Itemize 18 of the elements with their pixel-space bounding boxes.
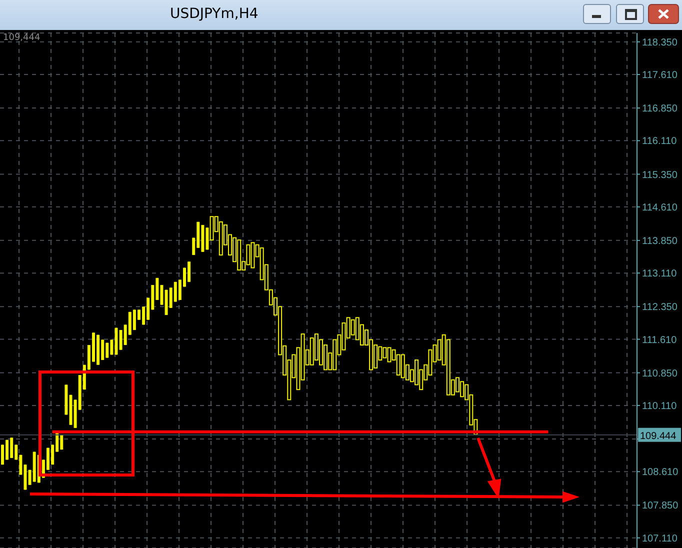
ref-line-label: 109.444 <box>640 430 677 442</box>
annotation: 109,444 <box>3 33 40 43</box>
y-tick-label: 107.110 <box>642 533 678 544</box>
y-tick-label: 117.610 <box>642 70 678 82</box>
y-tick-label: 110.110 <box>642 401 678 412</box>
y-tick-label: 116.850 <box>642 104 678 115</box>
y-tick-label: 108.610 <box>642 467 679 478</box>
y-tick-label: 118.350 <box>642 37 678 48</box>
y-tick-label: 115.350 <box>642 170 678 181</box>
y-tick-label: 107.850 <box>642 500 679 512</box>
y-tick-label: 113.110 <box>642 268 678 280</box>
y-tick-label: 113.850 <box>642 236 678 247</box>
y-tick-label: 114.610 <box>642 202 678 214</box>
y-tick-label: 110.850 <box>642 368 678 380</box>
y-tick-label: 116.110 <box>642 136 678 148</box>
chart-title: USDJPYm,H4 <box>170 6 258 22</box>
y-tick-label: 112.350 <box>642 302 678 314</box>
y-tick-label: 111.610 <box>642 334 678 346</box>
